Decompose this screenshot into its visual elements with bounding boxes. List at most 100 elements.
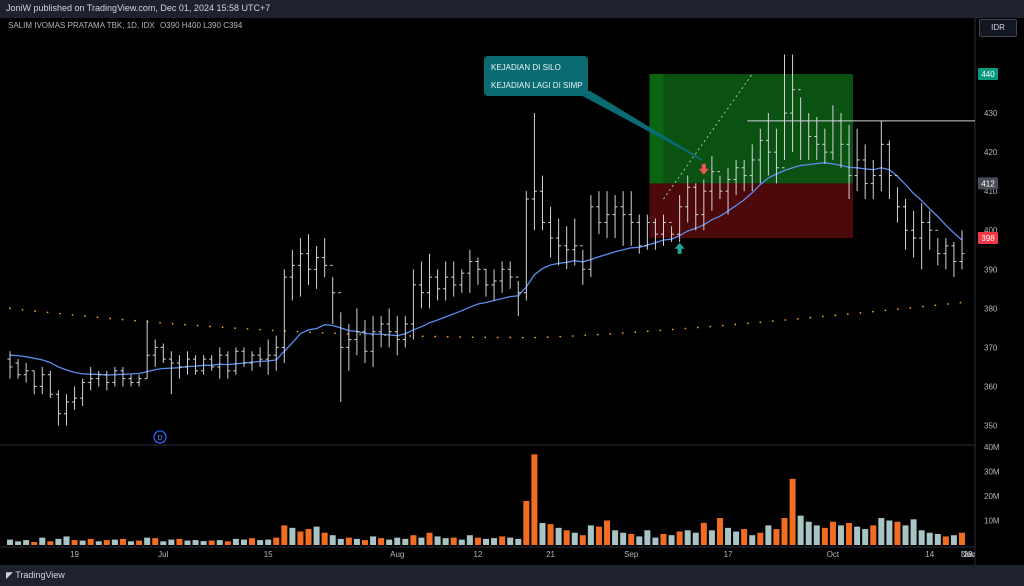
stop-zone <box>649 183 854 239</box>
ma-dot <box>571 335 574 337</box>
ohlc-bar <box>862 144 868 199</box>
time-tick-label: 17 <box>724 550 733 559</box>
ohlc-bar <box>483 268 489 297</box>
volume-bar <box>15 541 22 545</box>
ohlc-bar <box>628 191 634 246</box>
ma-dot <box>21 308 24 311</box>
volume-tick-label: 10M <box>984 517 1000 526</box>
volume-bar <box>321 532 328 545</box>
ma-dot <box>134 319 136 322</box>
ma-dot <box>671 328 674 331</box>
volume-bar <box>103 540 110 545</box>
ohlc-bar <box>548 206 554 258</box>
time-tick-label: Sep <box>624 550 639 559</box>
tradingview-logo-icon: ◤ <box>6 570 16 580</box>
volume-bar <box>345 537 352 545</box>
publish-header: JoniW published on TradingView.com, Dec … <box>0 0 1024 18</box>
target-zone <box>649 74 854 184</box>
ohlc-bar <box>935 229 941 266</box>
volume-bar <box>757 532 764 545</box>
ohlc-bar <box>773 128 779 184</box>
ma-dot <box>434 335 437 338</box>
ohlc-bar <box>402 316 408 348</box>
volume-bar <box>491 538 498 545</box>
ohlc-bar <box>612 195 618 239</box>
ohlc-bar <box>23 363 29 383</box>
ohlc-bar <box>55 390 61 426</box>
ohlc-bar <box>927 210 933 250</box>
ma-dot <box>296 330 299 333</box>
volume-bar <box>644 530 651 545</box>
volume-bar <box>442 538 449 545</box>
volume-bar <box>547 524 554 545</box>
volume-bar <box>200 541 207 545</box>
ma-dot <box>621 332 624 334</box>
ohlc-bar <box>669 221 675 242</box>
volume-bar <box>483 538 489 545</box>
target-zone-edge <box>649 74 664 184</box>
ohlc-bar <box>644 214 650 250</box>
ohlc-bar <box>394 316 400 356</box>
ma-dot <box>909 306 912 309</box>
ohlc-bar <box>733 159 739 196</box>
ma-dot <box>834 314 837 317</box>
time-tick-label: 21 <box>546 550 555 559</box>
volume-bar <box>192 540 199 545</box>
volume-bar <box>160 541 167 545</box>
ma-dot <box>71 314 74 316</box>
volume-bar <box>660 533 667 545</box>
ohlc-bar <box>588 195 594 278</box>
annotation-callout[interactable]: KEJADIAN DI SILO KEJADIAN LAGI DI SIMP <box>484 56 588 96</box>
time-tick-label: 18 <box>964 550 973 559</box>
ma-dot <box>121 318 124 321</box>
price-label-box <box>978 68 998 81</box>
ma-dot <box>521 336 524 339</box>
volume-bar <box>297 531 304 545</box>
volume-bar <box>176 538 183 545</box>
ohlc-bar <box>72 386 78 410</box>
open-value: 390 <box>166 21 180 30</box>
ohlc-bar <box>911 210 917 258</box>
ohlc-bar <box>604 191 610 239</box>
volume-bar <box>563 530 570 545</box>
ma-dot <box>884 309 887 312</box>
volume-bar <box>523 500 530 545</box>
ohlc-bar <box>427 253 433 309</box>
ohlc-bar <box>330 264 336 324</box>
ma-dot <box>759 321 762 324</box>
price-tick-label: 430 <box>984 109 998 118</box>
ma-dot <box>796 317 799 320</box>
volume-bar <box>950 535 957 545</box>
price-tick-label: 410 <box>984 187 998 196</box>
annotation-line-1: KEJADIAN DI SILO <box>491 63 561 72</box>
volume-bar <box>39 537 46 545</box>
ohlc-bar <box>765 113 771 176</box>
ma-dot <box>946 303 949 305</box>
currency-button[interactable]: IDR <box>979 19 1017 37</box>
high-label: H <box>181 21 188 30</box>
volume-bar <box>378 538 385 545</box>
ma-dot <box>184 323 186 326</box>
ma-dot <box>171 322 174 325</box>
price-tick-label: 350 <box>984 421 998 430</box>
volume-bar <box>515 538 522 545</box>
volume-bar <box>386 539 393 545</box>
volume-bar <box>846 522 853 545</box>
ma-dot <box>559 335 562 338</box>
volume-bar <box>63 536 70 545</box>
volume-bar <box>152 538 159 545</box>
ma-dot <box>471 336 474 339</box>
ohlc-bar <box>418 261 424 309</box>
volume-bar <box>144 537 151 545</box>
ohlc-bar <box>870 159 876 199</box>
volume-bar <box>216 540 223 545</box>
ohlc-bar <box>475 257 481 285</box>
ma-dot <box>309 331 312 334</box>
volume-bar <box>402 538 409 545</box>
ma-dot <box>421 335 424 338</box>
ohlc-bar <box>193 355 199 375</box>
volume-bar <box>136 540 143 545</box>
volume-bar <box>55 538 62 545</box>
tradingview-logo[interactable]: ◤ TradingView <box>6 570 65 581</box>
